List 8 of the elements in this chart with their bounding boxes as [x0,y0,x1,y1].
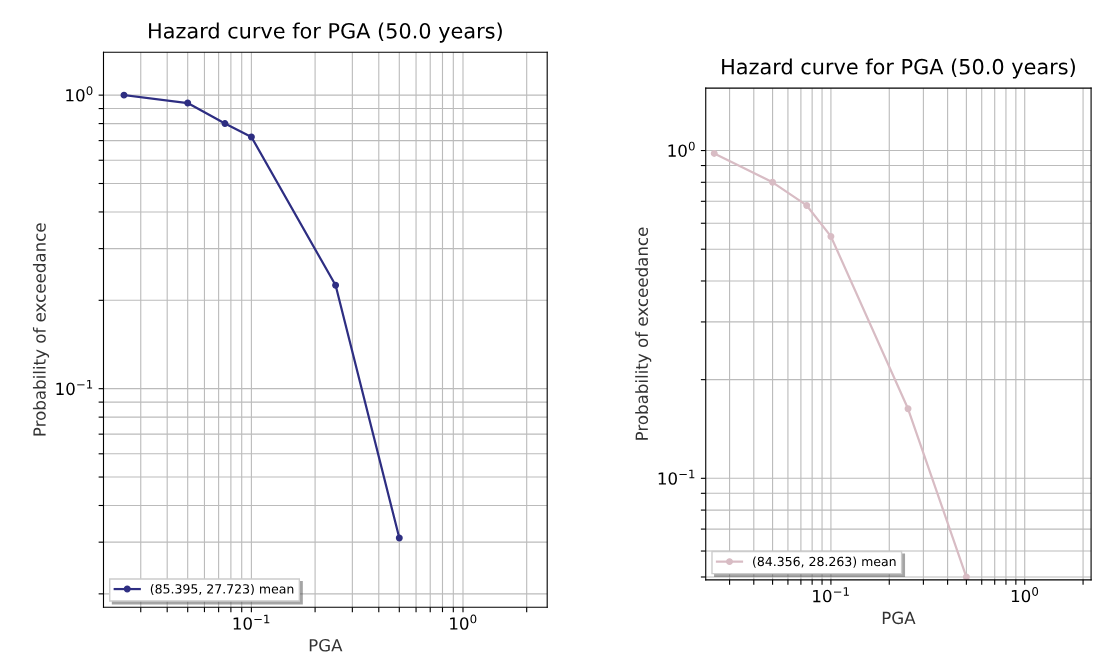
chart-title: Hazard curve for PGA (50.0 years) [149,22,502,43]
x-axis-title: PGA [882,611,916,625]
y-axis-title: Probability of exceedance [635,227,652,440]
legend-label: (85.395, 27.723) mean [150,583,294,596]
chart-title: Hazard curve for PGA (50.0 years) [722,58,1075,79]
x-axis-title: PGA [309,638,343,652]
y-axis-title: Probability of exceedance [32,223,50,436]
legend-label: (84.356, 28.263) mean [753,556,896,568]
